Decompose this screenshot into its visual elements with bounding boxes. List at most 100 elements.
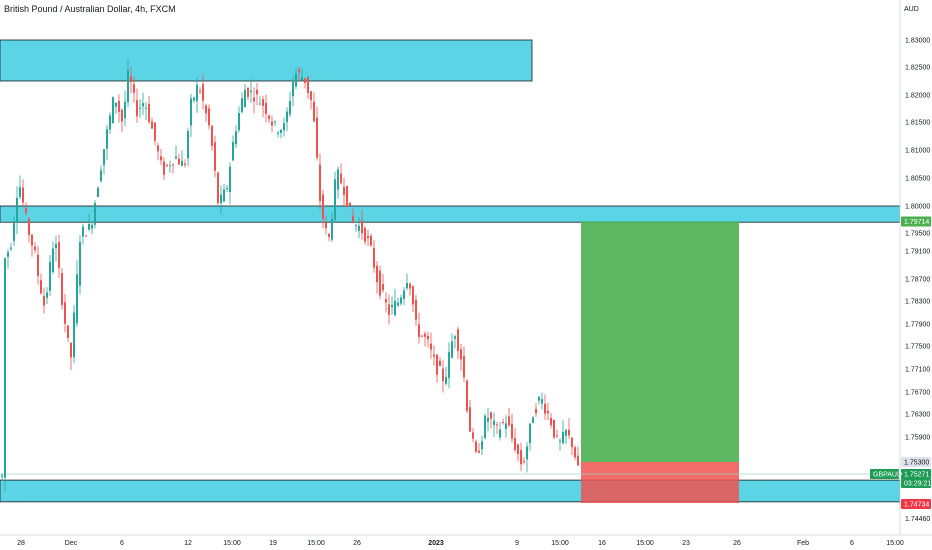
candle-body bbox=[382, 284, 384, 291]
time-tick-label: Dec bbox=[65, 540, 78, 547]
candle-body bbox=[466, 380, 468, 411]
candle-body bbox=[409, 283, 411, 289]
candle-body bbox=[325, 222, 327, 228]
candle-body bbox=[91, 224, 93, 229]
candle-body bbox=[457, 329, 459, 351]
candle-body bbox=[124, 101, 126, 119]
candle-body bbox=[106, 129, 108, 149]
position-loss-area[interactable] bbox=[581, 462, 739, 503]
candle-body bbox=[313, 101, 315, 122]
time-tick-label: Feb bbox=[797, 540, 809, 547]
zone-resistance-top[interactable] bbox=[0, 39, 533, 82]
stop-price-label-bg bbox=[901, 499, 931, 509]
bar-countdown-label-text: 03:29:21 bbox=[904, 481, 931, 488]
candle-body bbox=[556, 435, 558, 437]
candle-body bbox=[424, 333, 426, 337]
candle-body bbox=[421, 335, 423, 337]
candle-body bbox=[451, 341, 453, 358]
candle-body bbox=[505, 423, 507, 429]
candle-body bbox=[94, 203, 96, 225]
candle-body bbox=[175, 156, 177, 159]
candle-body bbox=[352, 215, 354, 222]
candle-body bbox=[40, 280, 42, 294]
candle-body bbox=[418, 324, 420, 338]
candle-body bbox=[253, 97, 255, 102]
candle-body bbox=[46, 292, 48, 298]
candle-body bbox=[295, 73, 297, 87]
candle-body bbox=[166, 164, 168, 166]
symbol-label: GBPAUD bbox=[870, 469, 902, 479]
candle-body bbox=[337, 169, 339, 190]
candle-body bbox=[37, 254, 39, 276]
time-tick-label: 26 bbox=[353, 540, 361, 547]
target-price-label: 1.79714 bbox=[901, 216, 931, 227]
candle-body bbox=[307, 76, 309, 93]
candle-body bbox=[157, 145, 159, 152]
candle-body bbox=[193, 97, 195, 101]
current-price-label-bg bbox=[901, 469, 931, 479]
candle-body bbox=[34, 246, 36, 251]
candle-body bbox=[454, 336, 456, 339]
candle-body bbox=[22, 187, 24, 203]
position-profit-area[interactable] bbox=[581, 221, 739, 462]
candle-body bbox=[565, 429, 567, 436]
candle-body bbox=[514, 438, 516, 450]
candle-body bbox=[316, 117, 318, 158]
candle-body bbox=[118, 100, 120, 112]
candle-body bbox=[67, 325, 69, 338]
zone-resistance-mid[interactable] bbox=[0, 205, 901, 223]
bar-countdown-label-bg bbox=[901, 479, 931, 488]
candle-body bbox=[562, 431, 564, 444]
candle-body bbox=[547, 410, 549, 414]
entry-price-label: 1.75300 bbox=[901, 457, 931, 467]
candle-body bbox=[127, 70, 129, 103]
candle-body bbox=[145, 107, 147, 109]
time-tick-label: 12 bbox=[184, 540, 192, 547]
candle-body bbox=[436, 354, 438, 375]
time-tick-label: 15:00 bbox=[551, 540, 569, 547]
bar-countdown-label: 03:29:21 bbox=[901, 479, 931, 488]
candle-body bbox=[13, 223, 15, 241]
price-axis-background bbox=[900, 0, 932, 550]
candle-body bbox=[403, 290, 405, 299]
candle-body bbox=[259, 103, 261, 105]
time-tick-label: 16 bbox=[598, 540, 606, 547]
candle-body bbox=[442, 368, 444, 382]
candle-body bbox=[265, 102, 267, 114]
candle-body bbox=[100, 170, 102, 182]
candle-body bbox=[475, 441, 477, 452]
candle-body bbox=[499, 429, 501, 438]
price-tick-label: 1.83000 bbox=[905, 38, 930, 45]
price-tick-label: 1.81000 bbox=[905, 148, 930, 155]
candle-body bbox=[283, 123, 285, 131]
candle-body bbox=[172, 164, 174, 166]
candle-body bbox=[319, 164, 321, 202]
candle-body bbox=[439, 360, 441, 366]
candle-body bbox=[274, 121, 276, 123]
candle-body bbox=[520, 450, 522, 465]
candle-body bbox=[109, 115, 111, 130]
candle-body bbox=[19, 187, 21, 197]
candle-body bbox=[247, 88, 249, 97]
current-price-label: 1.75271 bbox=[901, 469, 931, 479]
price-tick-label: 1.77900 bbox=[905, 322, 930, 329]
price-tick-label: 1.80500 bbox=[905, 176, 930, 183]
candle-body bbox=[334, 179, 336, 220]
candle-body bbox=[472, 432, 474, 439]
candle-body bbox=[301, 77, 303, 81]
candle-body bbox=[235, 131, 237, 145]
candle-body bbox=[574, 447, 576, 458]
candle-body bbox=[412, 286, 414, 305]
candle-body bbox=[373, 247, 375, 268]
candle-body bbox=[433, 354, 435, 357]
zone-support-bottom[interactable] bbox=[0, 479, 901, 503]
candle-body bbox=[370, 235, 372, 246]
candle-body bbox=[220, 194, 222, 204]
candle-body bbox=[88, 223, 90, 230]
candle-body bbox=[136, 100, 138, 117]
candle-body bbox=[82, 226, 84, 237]
candle-body bbox=[169, 165, 171, 167]
candle-body bbox=[460, 349, 462, 360]
candle-body bbox=[28, 218, 30, 235]
